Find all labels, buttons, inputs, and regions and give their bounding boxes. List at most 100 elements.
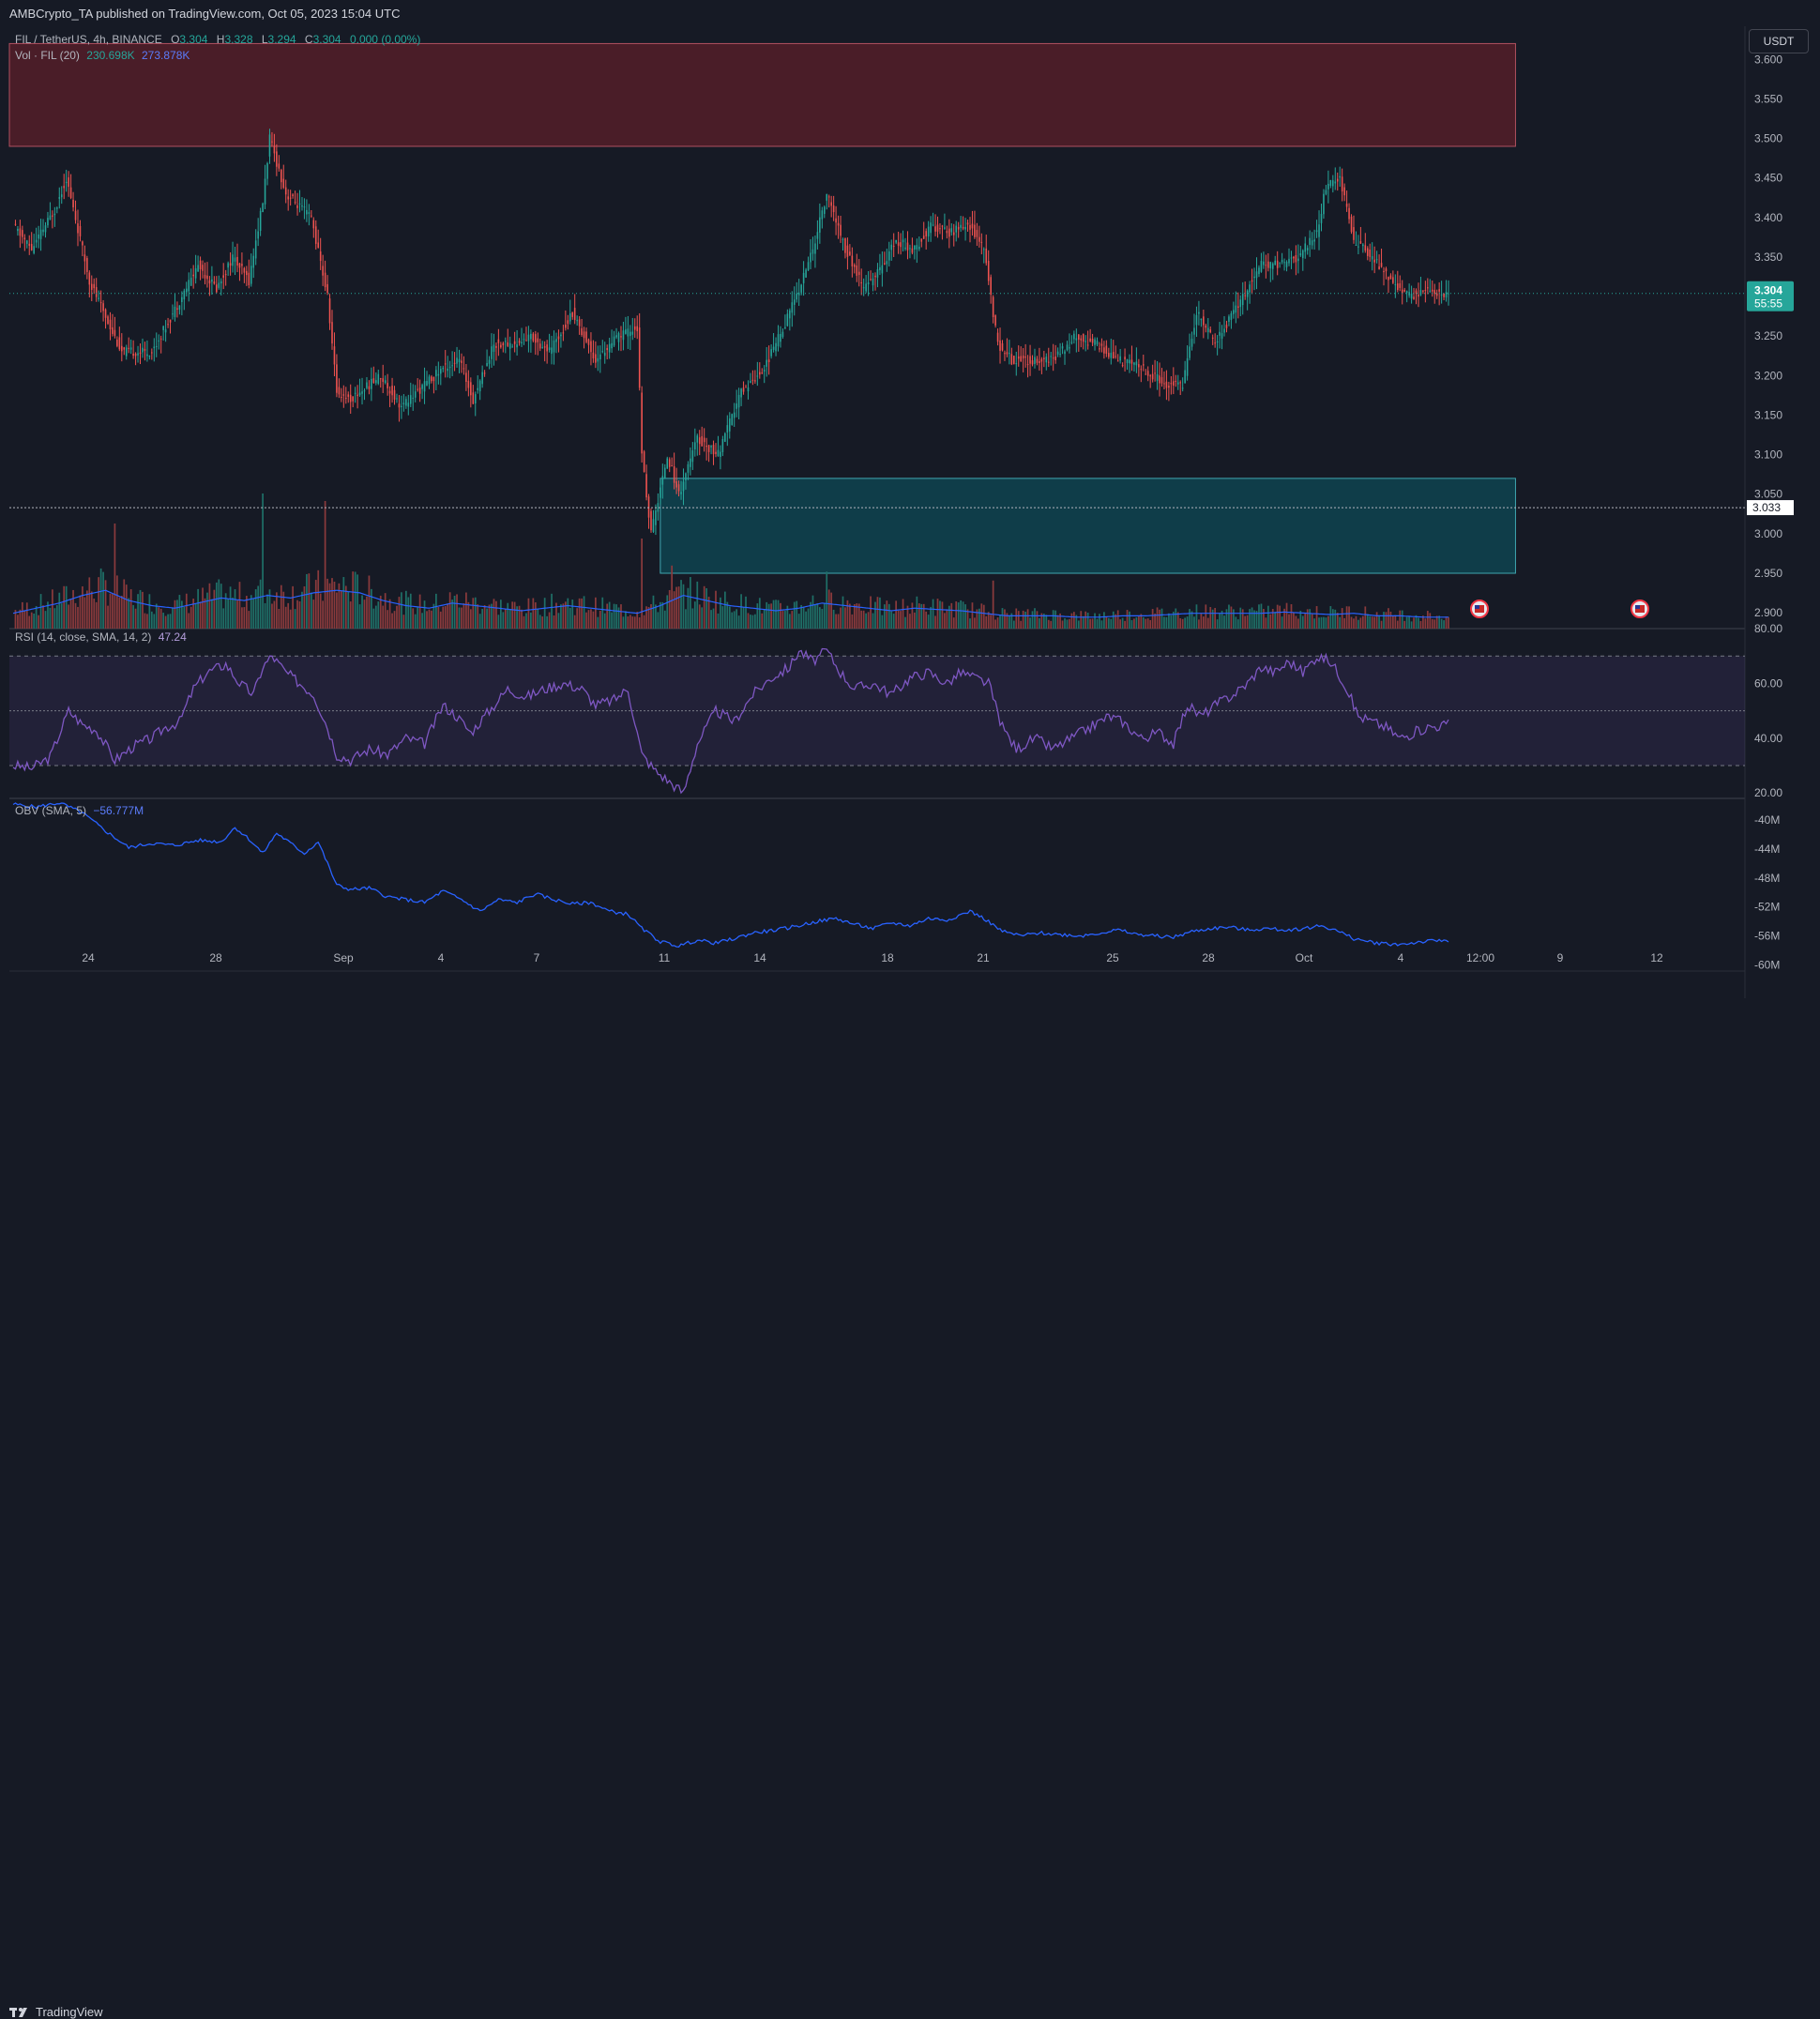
- candle-body: [338, 387, 341, 395]
- volume-bar: [886, 600, 888, 629]
- volume-bar: [319, 593, 322, 629]
- volume-bar: [98, 577, 100, 629]
- candle-body: [1318, 224, 1320, 237]
- volume-bar: [33, 613, 36, 629]
- candle-body: [601, 351, 604, 353]
- volume-bar: [238, 582, 241, 629]
- volume-bar: [1389, 611, 1392, 629]
- candle-body: [1228, 316, 1230, 322]
- candle-body: [1094, 339, 1096, 345]
- volume-bar: [344, 585, 347, 629]
- candle-body: [955, 225, 958, 233]
- volume-bar: [85, 590, 88, 629]
- candle-body: [516, 344, 518, 348]
- candle-body: [865, 283, 867, 292]
- candle-body: [1285, 262, 1288, 267]
- candle-body: [1047, 361, 1050, 363]
- volume-bar: [308, 573, 311, 629]
- volume-bar: [562, 603, 565, 629]
- candle-body: [1348, 207, 1350, 220]
- volume-bar: [720, 597, 721, 629]
- volume-bar: [1399, 610, 1402, 629]
- candle-body: [308, 212, 311, 214]
- candle-body: [371, 378, 372, 389]
- price-tick-label: 3.450: [1754, 172, 1782, 185]
- currency-selector[interactable]: USDT: [1749, 29, 1809, 53]
- volume-bar: [1246, 615, 1249, 629]
- volume-bar: [909, 614, 911, 629]
- candle-body: [273, 145, 276, 154]
- candle-body: [902, 239, 904, 243]
- volume-bar: [978, 608, 980, 629]
- volume-bar: [273, 600, 276, 629]
- trading-chart[interactable]: 3.6003.5503.5003.4503.4003.3503.3003.250…: [0, 26, 1820, 998]
- volume-bar: [982, 604, 985, 629]
- candle-body: [513, 341, 516, 344]
- volume-bar: [1193, 616, 1195, 629]
- volume-bar: [1039, 617, 1040, 629]
- candle-body: [421, 385, 423, 389]
- volume-bar: [120, 595, 123, 629]
- volume-bar: [497, 615, 500, 629]
- candle-body: [964, 226, 966, 230]
- volume-bar: [682, 584, 685, 629]
- candle-body: [500, 344, 502, 348]
- candle-body: [652, 519, 655, 532]
- candle-body: [35, 239, 38, 243]
- volume-bar: [990, 615, 993, 629]
- volume-bar: [627, 616, 629, 629]
- volume-bar: [336, 592, 338, 629]
- volume-bar: [1228, 604, 1230, 629]
- volume-bar: [1274, 612, 1277, 629]
- footer-bar: TradingView: [0, 998, 1820, 2019]
- candle-body: [407, 402, 410, 407]
- candle-body: [694, 442, 696, 450]
- candle-body: [854, 265, 856, 267]
- volume-bar: [856, 603, 858, 629]
- price-tick-label: 3.350: [1754, 250, 1782, 264]
- candle-body: [63, 186, 65, 189]
- candle-body: [428, 376, 431, 385]
- volume-bar: [1006, 613, 1009, 629]
- volume-bar: [1151, 609, 1154, 629]
- candle-body: [1350, 216, 1353, 233]
- volume-bar: [797, 614, 800, 629]
- volume-bar: [1233, 609, 1235, 629]
- volume-bar: [1205, 604, 1207, 629]
- volume-bar: [38, 615, 39, 629]
- candle-body: [645, 474, 647, 498]
- volume-bar: [414, 614, 417, 629]
- tradingview-logo[interactable]: TradingView: [9, 2005, 103, 2019]
- volume-bar: [1124, 620, 1126, 629]
- candle-body: [1145, 373, 1147, 375]
- candle-body: [592, 352, 595, 358]
- candle-body: [58, 197, 61, 199]
- candle-body: [1140, 369, 1143, 371]
- candle-body: [1189, 346, 1191, 358]
- candle-body: [1219, 331, 1221, 336]
- candle-body: [1329, 180, 1332, 187]
- volume-bar: [599, 610, 601, 629]
- candle-body: [294, 202, 296, 204]
- volume-bar: [1392, 615, 1394, 629]
- candle-body: [1323, 193, 1325, 215]
- volume-bar: [747, 613, 750, 629]
- candle-body: [750, 381, 751, 384]
- volume-bar: [1311, 614, 1313, 629]
- candle-body: [1176, 382, 1179, 385]
- volume-bar: [1369, 615, 1372, 629]
- symbol-label: FIL / TetherUS, 4h, BINANCE: [15, 33, 162, 46]
- candle-body: [377, 373, 380, 384]
- rsi-legend: RSI (14, close, SMA, 14, 2) 47.24: [15, 630, 187, 644]
- volume-bar: [82, 585, 83, 629]
- candle-body: [925, 231, 927, 236]
- candle-body: [650, 510, 652, 531]
- candle-body: [1066, 344, 1069, 351]
- volume-bar: [63, 585, 66, 629]
- candle-body: [1029, 356, 1031, 364]
- low-value: 3.294: [267, 33, 296, 46]
- volume-bar: [1206, 617, 1209, 629]
- candle-body: [104, 309, 107, 318]
- candle-body: [1110, 352, 1113, 358]
- volume-bar: [513, 601, 516, 629]
